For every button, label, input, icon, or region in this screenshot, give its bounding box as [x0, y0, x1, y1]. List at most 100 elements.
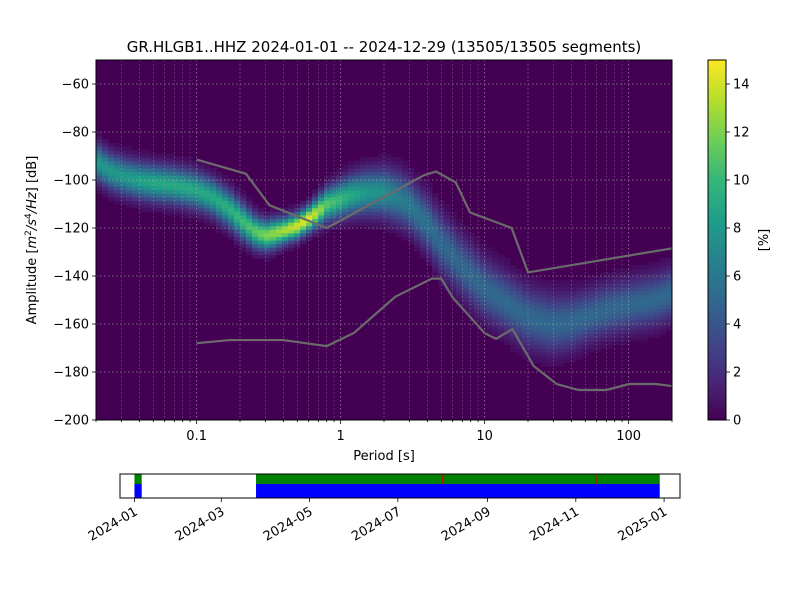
heatmap-cell	[258, 214, 265, 219]
heatmap-cell	[618, 308, 625, 313]
heatmap-cell	[102, 178, 109, 183]
heatmap-cell	[438, 229, 445, 234]
heatmap-cell	[444, 250, 451, 255]
heatmap-cell	[384, 171, 391, 176]
heatmap-cell	[492, 290, 499, 295]
heatmap-cell	[354, 168, 361, 173]
heatmap-cell	[450, 294, 457, 299]
heatmap-cell	[258, 218, 265, 223]
heatmap-cell	[426, 247, 433, 252]
heatmap-cell	[660, 315, 667, 320]
heatmap-cell	[108, 168, 115, 173]
heatmap-cell	[438, 236, 445, 241]
heatmap-cell	[660, 268, 667, 273]
heatmap-cell	[654, 315, 661, 320]
heatmap-cell	[330, 182, 337, 187]
heatmap-cell	[468, 283, 475, 288]
heatmap-cell	[510, 279, 517, 284]
heatmap-cell	[126, 168, 133, 173]
heatmap-cell	[264, 222, 271, 227]
heatmap-cell	[366, 175, 373, 180]
heatmap-cell	[228, 182, 235, 187]
heatmap-cell	[648, 304, 655, 309]
heatmap-cell	[564, 290, 571, 295]
heatmap-cell	[354, 186, 361, 191]
heatmap-cell	[576, 330, 583, 335]
heatmap-cell	[378, 200, 385, 205]
heatmap-cell	[624, 290, 631, 295]
heatmap-cell	[654, 276, 661, 281]
heatmap-cell	[384, 229, 391, 234]
heatmap-cell	[132, 175, 139, 180]
heatmap-cell	[516, 322, 523, 327]
heatmap-cell	[324, 175, 331, 180]
heatmap-cell	[594, 308, 601, 313]
heatmap-cell	[108, 142, 115, 147]
heatmap-cell	[534, 319, 541, 324]
heatmap-cell	[534, 283, 541, 288]
heatmap-cell	[288, 222, 295, 227]
heatmap-cell	[570, 304, 577, 309]
heatmap-cell	[240, 240, 247, 245]
heatmap-cell	[492, 312, 499, 317]
heatmap-cell	[462, 279, 469, 284]
heatmap-cell	[408, 232, 415, 237]
heatmap-cell	[534, 322, 541, 327]
heatmap-cell	[240, 222, 247, 227]
heatmap-cell	[468, 301, 475, 306]
heatmap-cell	[402, 175, 409, 180]
heatmap-cell	[360, 160, 367, 165]
heatmap-cell	[654, 326, 661, 331]
heatmap-cell	[540, 286, 547, 291]
heatmap-cell	[606, 333, 613, 338]
heatmap-cell	[162, 200, 169, 205]
timeline-tick-label: 2024-09	[439, 504, 494, 544]
heatmap-cell	[270, 214, 277, 219]
heatmap-cell	[552, 351, 559, 356]
heatmap-cell	[504, 315, 511, 320]
heatmap-cell	[618, 322, 625, 327]
heatmap-cell	[204, 196, 211, 201]
heatmap-cell	[426, 222, 433, 227]
heatmap-cell	[564, 348, 571, 353]
heatmap-cell	[540, 322, 547, 327]
heatmap-cell	[504, 261, 511, 266]
heatmap-cell	[300, 214, 307, 219]
heatmap-cell	[204, 175, 211, 180]
heatmap-cell	[366, 186, 373, 191]
heatmap-cell	[522, 326, 529, 331]
timeline-tick-label: 2024-05	[261, 504, 316, 544]
heatmap-cell	[144, 182, 151, 187]
heatmap-cell	[192, 207, 199, 212]
heatmap-cell	[642, 283, 649, 288]
heatmap-cell	[252, 207, 259, 212]
heatmap-cell	[426, 258, 433, 263]
heatmap-cell	[348, 189, 355, 194]
heatmap-cell	[558, 315, 565, 320]
heatmap-cell	[120, 160, 127, 165]
heatmap-cell	[552, 312, 559, 317]
heatmap-cell	[552, 330, 559, 335]
heatmap-cell	[450, 272, 457, 277]
heatmap-cell	[108, 186, 115, 191]
heatmap-cell	[162, 186, 169, 191]
heatmap-cell	[504, 268, 511, 273]
heatmap-cell	[618, 315, 625, 320]
heatmap-cell	[606, 344, 613, 349]
heatmap-cell	[564, 315, 571, 320]
heatmap-cell	[510, 337, 517, 342]
heatmap-cell	[402, 204, 409, 209]
heatmap-cell	[534, 308, 541, 313]
heatmap-cell	[552, 358, 559, 363]
heatmap-cell	[246, 204, 253, 209]
heatmap-cell	[264, 232, 271, 237]
heatmap-cell	[630, 283, 637, 288]
heatmap-cell	[612, 340, 619, 345]
heatmap-cell	[426, 243, 433, 248]
heatmap-cell	[600, 283, 607, 288]
heatmap-cell	[198, 207, 205, 212]
heatmap-cell	[252, 211, 259, 216]
heatmap-cell	[558, 319, 565, 324]
heatmap-cell	[516, 268, 523, 273]
heatmap-cell	[348, 164, 355, 169]
